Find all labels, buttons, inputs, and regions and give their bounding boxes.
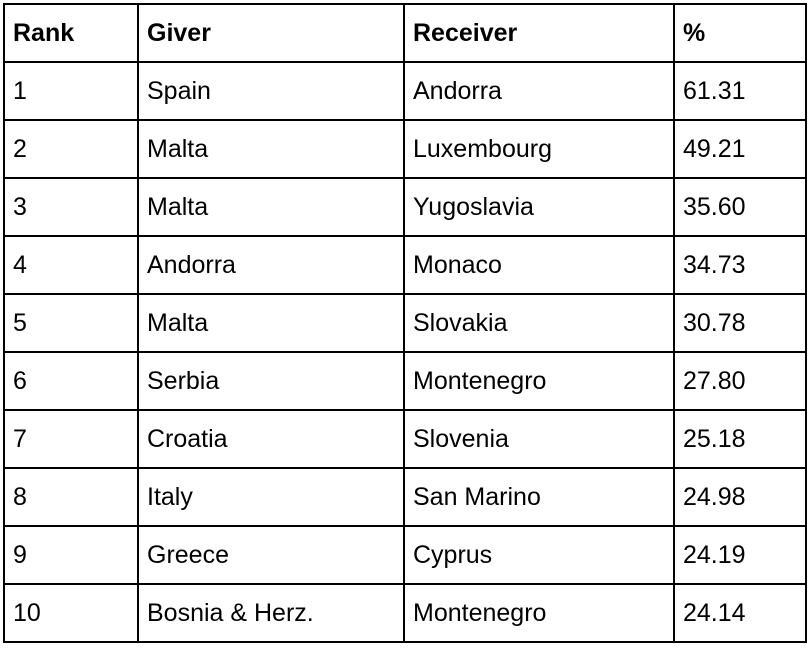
table-row: 4 Andorra Monaco 34.73 [3,235,807,295]
receiver-cell: Monaco [403,235,675,295]
percent-cell: 24.14 [673,583,807,643]
giver-cell: Croatia [137,409,405,469]
table-row: 7 Croatia Slovenia 25.18 [3,409,807,469]
receiver-cell: Slovakia [403,293,675,353]
percent-cell: 27.80 [673,351,807,411]
receiver-cell: Slovenia [403,409,675,469]
receiver-cell: Montenegro [403,583,675,643]
table-row: 5 Malta Slovakia 30.78 [3,293,807,353]
giver-cell: Italy [137,467,405,527]
giver-column-header: Giver [137,3,405,63]
percent-cell: 30.78 [673,293,807,353]
table-header-row: Rank Giver Receiver % [3,3,807,63]
percent-cell: 24.19 [673,525,807,585]
table-row: 9 Greece Cyprus 24.19 [3,525,807,585]
table-row: 10 Bosnia & Herz. Montenegro 24.14 [3,583,807,643]
percent-cell: 61.31 [673,61,807,121]
rank-cell: 3 [3,177,139,237]
giver-cell: Andorra [137,235,405,295]
percent-cell: 24.98 [673,467,807,527]
percent-cell: 35.60 [673,177,807,237]
rank-cell: 1 [3,61,139,121]
percent-column-header: % [673,3,807,63]
percent-cell: 49.21 [673,119,807,179]
percent-cell: 34.73 [673,235,807,295]
table-row: 1 Spain Andorra 61.31 [3,61,807,121]
table-row: 8 Italy San Marino 24.98 [3,467,807,527]
rank-column-header: Rank [3,3,139,63]
rank-cell: 5 [3,293,139,353]
giver-cell: Bosnia & Herz. [137,583,405,643]
rank-cell: 9 [3,525,139,585]
rank-cell: 10 [3,583,139,643]
receiver-cell: Yugoslavia [403,177,675,237]
table-row: 3 Malta Yugoslavia 35.60 [3,177,807,237]
giver-cell: Malta [137,293,405,353]
giver-cell: Serbia [137,351,405,411]
rank-cell: 7 [3,409,139,469]
giver-cell: Greece [137,525,405,585]
percent-cell: 25.18 [673,409,807,469]
receiver-cell: San Marino [403,467,675,527]
rank-cell: 4 [3,235,139,295]
receiver-cell: Montenegro [403,351,675,411]
receiver-cell: Andorra [403,61,675,121]
table-row: 6 Serbia Montenegro 27.80 [3,351,807,411]
giver-cell: Malta [137,119,405,179]
giver-cell: Spain [137,61,405,121]
rank-cell: 2 [3,119,139,179]
table-body: 1 Spain Andorra 61.31 2 Malta Luxembourg… [3,61,807,643]
receiver-cell: Luxembourg [403,119,675,179]
receiver-column-header: Receiver [403,3,675,63]
table-row: 2 Malta Luxembourg 49.21 [3,119,807,179]
ranking-table: Rank Giver Receiver % 1 Spain Andorra 61… [3,3,807,643]
receiver-cell: Cyprus [403,525,675,585]
giver-cell: Malta [137,177,405,237]
rank-cell: 6 [3,351,139,411]
rank-cell: 8 [3,467,139,527]
